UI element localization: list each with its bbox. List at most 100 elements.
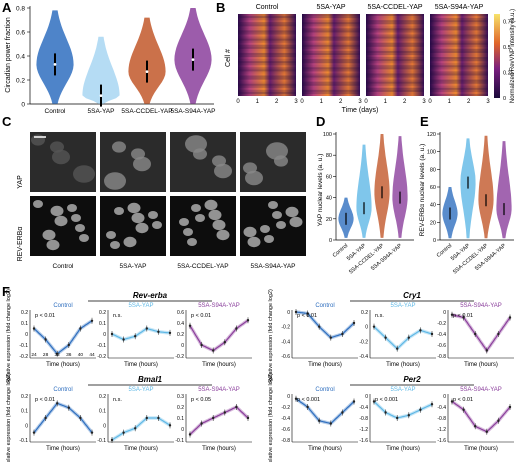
subplot-ytick: -0.6 xyxy=(281,354,290,360)
cell-nucleus xyxy=(204,199,218,211)
data-point xyxy=(396,347,399,350)
data-point xyxy=(372,400,376,403)
heatmap-row xyxy=(238,22,296,25)
panel-d-yticks: 0 20 40 60 80 100 xyxy=(323,132,336,244)
p-value: p < 0.01 xyxy=(297,313,317,319)
subplot-title: 5SA-YAP xyxy=(129,387,154,393)
heatmap-row xyxy=(430,28,488,31)
heatmap-row xyxy=(238,52,296,55)
heatmap-row xyxy=(302,61,360,64)
cell-nucleus xyxy=(245,170,263,186)
cell-nucleus xyxy=(191,204,201,212)
fit-band xyxy=(188,404,250,436)
heatmap-title: 5SA-YAP xyxy=(316,4,345,11)
ytick-label: 80 xyxy=(326,153,332,159)
ytick-label: 60 xyxy=(326,174,332,180)
subplot-ytick: 0 xyxy=(25,332,28,338)
data-point xyxy=(430,332,434,336)
heatmap-row xyxy=(302,89,360,92)
panel-a-ytick-label: 0.4 xyxy=(16,54,25,61)
panel-c: YAP REV-ERBα Control 5SA-YAP 5SA-CCDEL-YAP… xyxy=(17,132,306,270)
heatmap-xtick: 0 xyxy=(300,99,304,105)
heatmap-row xyxy=(430,77,488,80)
subplot-xlabel: Time (hours) xyxy=(386,362,420,368)
heatmap-row xyxy=(430,44,488,47)
gene-ylabel: Relative expression (fold change log2) xyxy=(268,373,274,462)
cell-nucleus xyxy=(152,221,162,229)
data-point xyxy=(329,422,332,425)
data-point xyxy=(352,321,356,325)
panel-a: Circadian power fraction 0 0.2 0.4 0.6 0.8 C… xyxy=(5,6,216,116)
heatmap-row xyxy=(430,52,488,55)
data-point xyxy=(352,400,356,403)
heatmap-row xyxy=(302,59,360,62)
gene-block: Per2 Control 0 -0.2 -0.4 -0.6 -0.8 p < 0.001 Tim… xyxy=(268,373,514,462)
heatmap-row xyxy=(238,44,296,47)
heatmap-xtick: 1 xyxy=(320,99,324,105)
violin-median xyxy=(191,58,195,61)
cell-nucleus xyxy=(148,211,158,219)
heatmap-row xyxy=(366,42,424,45)
heatmap-row xyxy=(366,48,424,51)
heatmap-row xyxy=(302,65,360,68)
heatmap-row xyxy=(430,57,488,60)
subplot-ytick: 0.3 xyxy=(177,394,184,400)
ytick-label: 0 xyxy=(329,238,332,244)
heatmap-row xyxy=(238,67,296,70)
heatmap-row xyxy=(238,46,296,49)
panel-a-ytick-label: 0 xyxy=(21,102,25,109)
colorbar-tick: 0.75 xyxy=(503,20,514,26)
heatmap-row xyxy=(366,57,424,60)
data-point xyxy=(56,402,59,405)
cell-nucleus xyxy=(212,155,226,167)
subplot-xlabel: Time (hours) xyxy=(46,362,80,368)
fit-line xyxy=(189,319,249,352)
heatmap-row xyxy=(366,18,424,21)
heatmap-row xyxy=(366,24,424,26)
heatmap-row xyxy=(238,26,296,29)
heatmap-row xyxy=(366,93,424,96)
heatmap-xtick: 0 xyxy=(364,99,368,105)
subplot-ytick: 0 xyxy=(365,325,368,331)
data-point xyxy=(294,397,298,400)
heatmap-row xyxy=(430,14,488,17)
data-point xyxy=(329,336,332,339)
heatmap-row xyxy=(302,69,360,72)
subplot-ytick: -0.1 xyxy=(175,438,184,444)
colorbar-tick: 0 xyxy=(503,96,506,102)
panel-a-ylabel: Circadian power fraction xyxy=(5,17,12,93)
cell-nucleus xyxy=(75,224,85,232)
subplot-title: 5SA-S94A-YAP xyxy=(460,303,502,309)
panel-c-row-label-reverba: REV-ERBα xyxy=(17,227,24,262)
subplot-title: 5SA-S94A-YAP xyxy=(198,303,240,309)
heatmap-row xyxy=(302,75,360,78)
subplot-ytick: 0.2 xyxy=(21,310,28,316)
heatmap-row xyxy=(366,81,424,84)
heatmap-row xyxy=(366,73,424,76)
colorbar-tick: 0.5 xyxy=(503,45,511,51)
subplot-ytick: -1.6 xyxy=(359,438,368,444)
cell-nucleus xyxy=(264,235,274,243)
gene-ylabel: Relative expression (fold change log2) xyxy=(268,289,274,383)
subplot-title: 5SA-YAP xyxy=(129,303,154,309)
subplot-title: Control xyxy=(315,387,334,393)
ytick-label: 120 xyxy=(427,132,436,138)
subplot-ytick: -0.4 xyxy=(437,332,446,338)
panel-e-yticks: 0 20 40 60 80 100 120 xyxy=(427,132,440,244)
data-point xyxy=(318,419,321,422)
subplot-ytick: 0.1 xyxy=(21,321,28,327)
cell-nucleus xyxy=(131,148,145,160)
subplot-ytick: 0 xyxy=(103,332,106,338)
subplot-ytick: 0 xyxy=(181,343,184,349)
panel-b-xlabel: Time (days) xyxy=(342,107,379,114)
panel-d: YAP nuclear levels (a. u.) 020406080100 … xyxy=(317,132,414,275)
heatmap-row xyxy=(366,28,424,31)
heatmap xyxy=(302,14,360,96)
heatmap-row xyxy=(238,83,296,86)
subplot-ytick: -0.6 xyxy=(281,427,290,433)
heatmap-row xyxy=(430,67,488,70)
subplot-ytick: 0.2 xyxy=(99,394,106,400)
heatmap-row xyxy=(430,18,488,21)
subplot-xlabel: Time (hours) xyxy=(308,446,342,452)
